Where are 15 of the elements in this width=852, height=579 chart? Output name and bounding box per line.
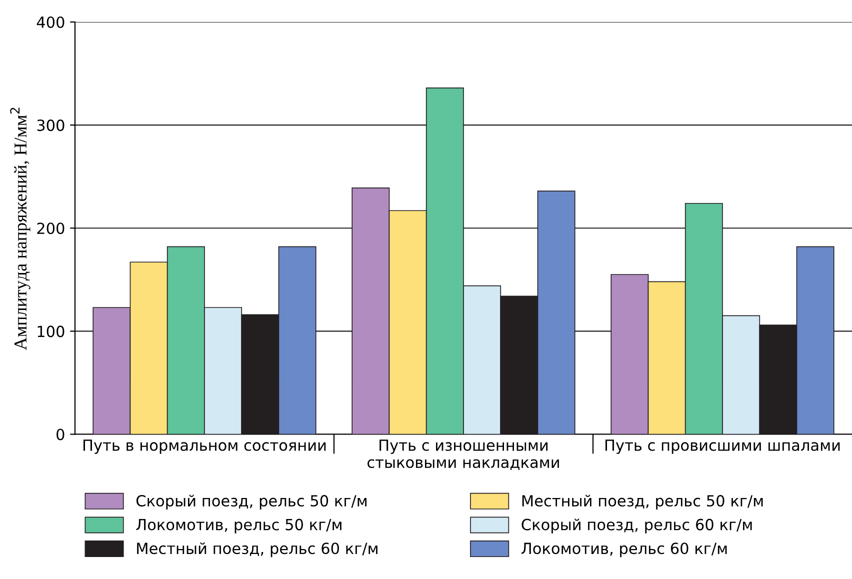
legend-label: Скорый поезд, рельс 50 кг/м	[136, 494, 366, 510]
y-tick-label: 100	[38, 326, 64, 338]
y-tick-label: 400	[36, 16, 64, 28]
legend-label: Местный поезд, рельс 60 кг/м	[137, 542, 378, 558]
legend-label: Скорый поезд, рельс 60 кг/м	[522, 518, 752, 534]
legend-label: Местный поезд, рельс 50 кг/м	[522, 494, 763, 510]
y-tick-label: 200	[37, 222, 64, 234]
y-axis-title: Амплитуда напряжений, Н/мм$^{2}$	[10, 108, 30, 350]
x-tick-label: Путь с провисшими шпалами	[605, 440, 840, 454]
legend-label: Локомотив, рельс 50 кг/м	[136, 518, 342, 534]
y-tick-label: 300	[37, 120, 64, 132]
y-tick-label: 0	[56, 428, 64, 440]
legend-label: Локомотив, рельс 60 кг/м	[522, 542, 727, 558]
x-tick-label: Путь в нормальном состоянии	[83, 440, 326, 454]
x-tick-label: Путь с изношенными стыковыми накладками	[368, 440, 559, 470]
